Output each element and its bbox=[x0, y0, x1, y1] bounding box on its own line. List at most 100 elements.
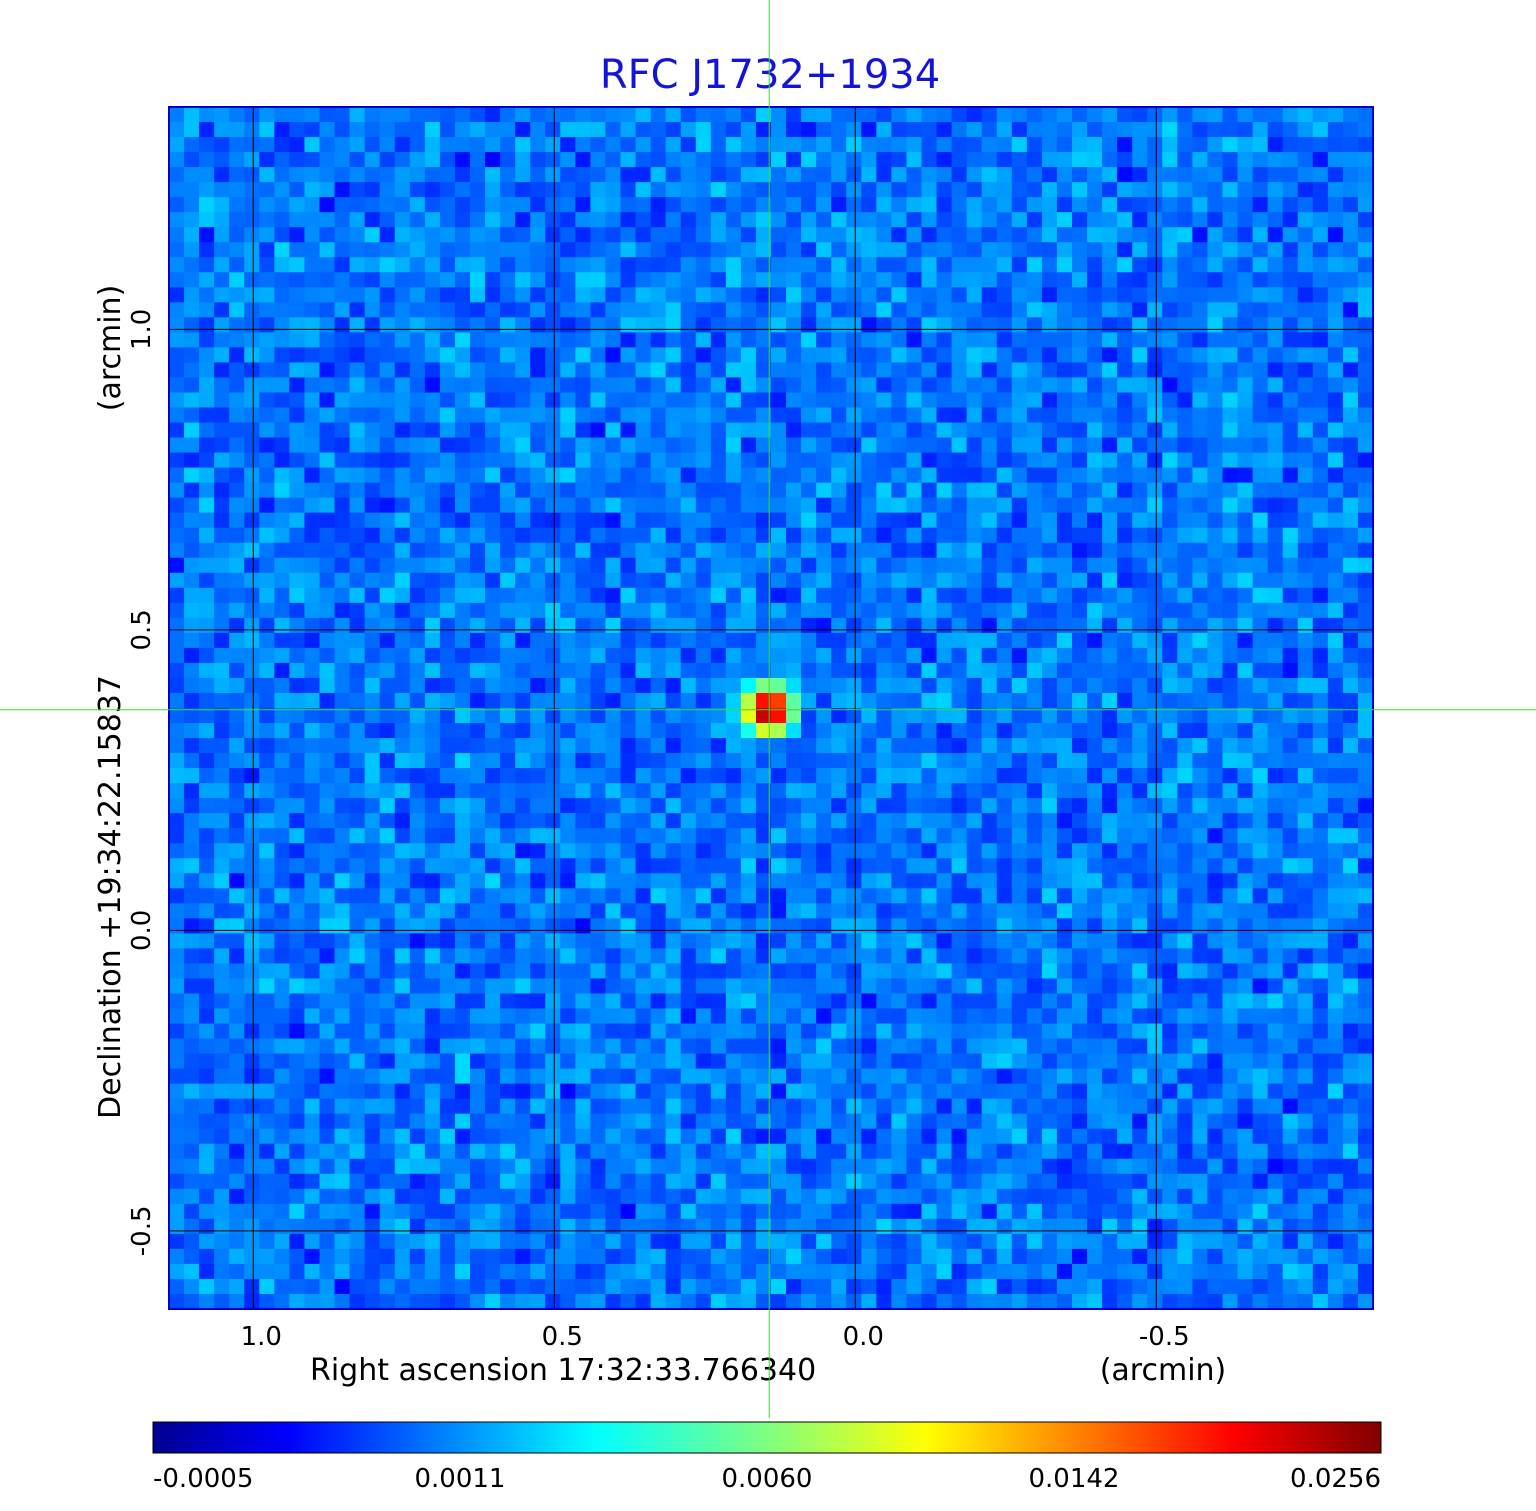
image-pixel bbox=[740, 918, 757, 934]
image-pixel bbox=[1222, 317, 1239, 333]
image-pixel bbox=[394, 452, 411, 469]
image-pixel bbox=[816, 422, 832, 439]
image-pixel bbox=[1267, 662, 1284, 679]
image-pixel bbox=[1147, 377, 1163, 394]
image-pixel bbox=[740, 993, 757, 1010]
image-pixel bbox=[861, 452, 877, 469]
image-pixel bbox=[665, 137, 682, 153]
image-pixel bbox=[470, 813, 486, 829]
image-pixel bbox=[1357, 933, 1374, 950]
image-pixel bbox=[951, 768, 968, 784]
image-pixel bbox=[1072, 708, 1088, 724]
image-pixel bbox=[1297, 647, 1314, 664]
image-pixel bbox=[1282, 272, 1299, 288]
image-pixel bbox=[1041, 107, 1058, 123]
image-pixel bbox=[1357, 572, 1374, 589]
image-pixel bbox=[1087, 542, 1103, 559]
image-pixel bbox=[500, 437, 516, 454]
image-pixel bbox=[319, 497, 336, 514]
image-pixel bbox=[274, 768, 290, 784]
image-pixel bbox=[755, 242, 772, 258]
image-pixel bbox=[1252, 437, 1269, 454]
image-pixel bbox=[545, 347, 561, 364]
image-pixel bbox=[906, 152, 923, 168]
image-pixel bbox=[1282, 708, 1299, 724]
image-pixel bbox=[530, 647, 546, 664]
image-pixel bbox=[1327, 692, 1344, 709]
image-pixel bbox=[725, 167, 742, 183]
image-pixel bbox=[470, 422, 486, 439]
image-pixel bbox=[590, 137, 607, 153]
image-pixel bbox=[801, 212, 817, 228]
image-pixel bbox=[349, 572, 366, 589]
image-pixel bbox=[921, 377, 938, 394]
image-pixel bbox=[1282, 798, 1299, 814]
image-pixel bbox=[1192, 1023, 1209, 1040]
image-pixel bbox=[454, 738, 471, 754]
image-pixel bbox=[1162, 1023, 1178, 1040]
image-pixel bbox=[530, 1038, 546, 1055]
image-pixel bbox=[424, 122, 441, 138]
image-pixel bbox=[635, 843, 652, 859]
image-pixel bbox=[981, 692, 998, 709]
image-pixel bbox=[439, 692, 456, 709]
image-pixel bbox=[304, 347, 321, 364]
image-pixel bbox=[169, 632, 185, 649]
image-pixel bbox=[1327, 753, 1344, 769]
image-pixel bbox=[409, 137, 426, 153]
image-pixel bbox=[801, 347, 817, 364]
image-pixel bbox=[304, 482, 321, 499]
image-pixel bbox=[1267, 482, 1284, 499]
image-pixel bbox=[259, 512, 275, 529]
image-pixel bbox=[214, 422, 230, 439]
image-pixel bbox=[1072, 993, 1088, 1010]
image-pixel bbox=[665, 978, 682, 995]
image-pixel bbox=[1087, 212, 1103, 228]
image-pixel bbox=[921, 888, 938, 904]
image-pixel bbox=[1072, 647, 1088, 664]
image-pixel bbox=[635, 347, 652, 364]
image-pixel bbox=[861, 918, 877, 934]
image-pixel bbox=[590, 993, 607, 1010]
image-pixel bbox=[876, 632, 892, 649]
image-pixel bbox=[695, 497, 712, 514]
image-pixel bbox=[620, 542, 637, 559]
image-pixel bbox=[394, 708, 411, 724]
image-pixel bbox=[334, 272, 351, 288]
image-pixel bbox=[1026, 422, 1043, 439]
image-pixel bbox=[485, 467, 501, 484]
image-pixel bbox=[515, 377, 531, 394]
image-pixel bbox=[966, 572, 983, 589]
image-pixel bbox=[831, 602, 847, 619]
image-pixel bbox=[439, 422, 456, 439]
image-pixel bbox=[424, 933, 441, 950]
image-pixel bbox=[1177, 182, 1193, 198]
image-pixel bbox=[831, 858, 847, 874]
image-pixel bbox=[244, 632, 260, 649]
image-pixel bbox=[470, 587, 486, 604]
image-pixel bbox=[1177, 647, 1193, 664]
image-pixel bbox=[169, 677, 185, 694]
image-pixel bbox=[665, 738, 682, 754]
image-pixel bbox=[1177, 137, 1193, 153]
image-pixel bbox=[304, 873, 321, 889]
image-pixel bbox=[184, 392, 200, 409]
image-pixel bbox=[1222, 422, 1239, 439]
image-pixel bbox=[786, 587, 802, 604]
image-pixel bbox=[394, 377, 411, 394]
image-pixel bbox=[650, 798, 667, 814]
image-pixel bbox=[966, 467, 983, 484]
image-pixel bbox=[424, 632, 441, 649]
image-pixel bbox=[214, 692, 230, 709]
image-pixel bbox=[274, 843, 290, 859]
image-pixel bbox=[936, 677, 953, 694]
image-pixel bbox=[590, 1038, 607, 1055]
image-pixel bbox=[515, 152, 531, 168]
image-pixel bbox=[364, 482, 381, 499]
image-pixel bbox=[951, 873, 968, 889]
image-pixel bbox=[665, 993, 682, 1010]
image-pixel bbox=[1297, 257, 1314, 273]
image-pixel bbox=[1282, 557, 1299, 574]
image-pixel bbox=[199, 347, 215, 364]
image-pixel bbox=[1237, 828, 1254, 844]
